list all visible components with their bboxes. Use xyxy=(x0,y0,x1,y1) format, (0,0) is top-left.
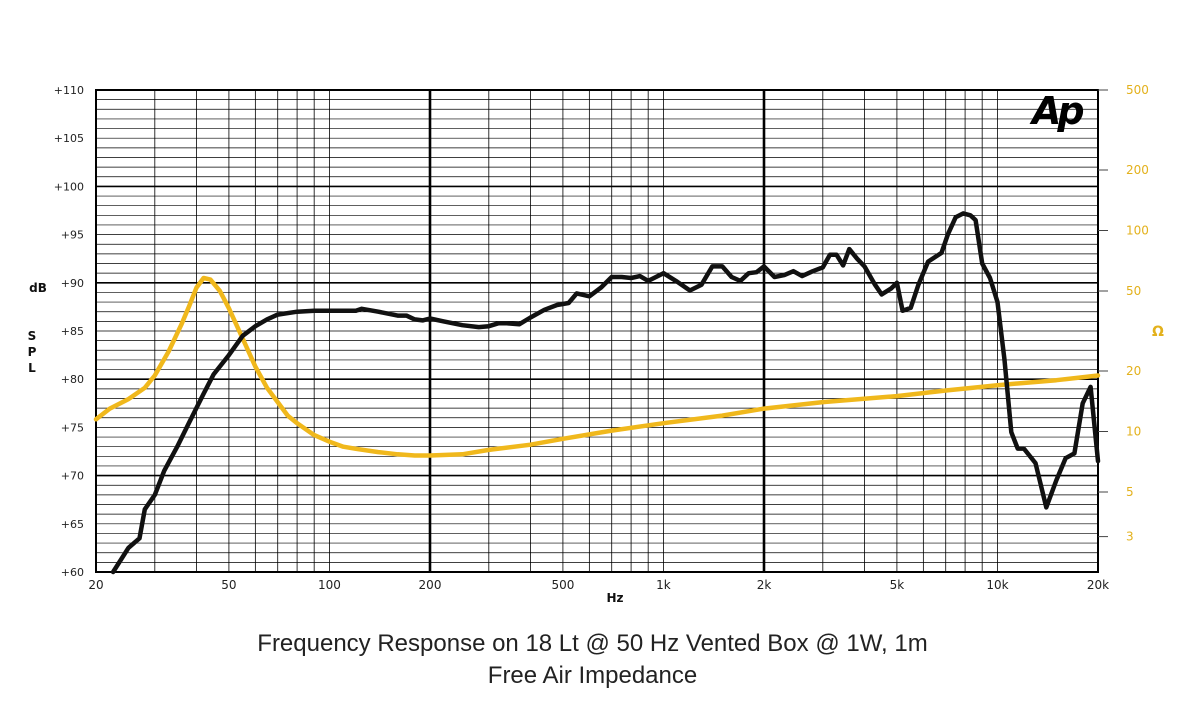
tick-label-right: 3 xyxy=(1126,530,1134,544)
tick-label-x: 2k xyxy=(757,578,772,592)
tick-label-left: +80 xyxy=(61,373,84,386)
tick-label-left: +85 xyxy=(61,325,84,338)
impedance-curve xyxy=(93,275,1101,458)
y-axis-label-left-letter: S xyxy=(28,329,37,343)
tick-label-right: 200 xyxy=(1126,163,1149,177)
x-axis-ticks: 20 50 100 200 500 1k 2k 5k 10k 20k xyxy=(88,578,1109,592)
tick-label-x: 100 xyxy=(318,578,341,592)
chart-grid-minor xyxy=(95,90,1099,572)
tick-label-left: +100 xyxy=(54,180,84,193)
ap-logo-text: Ap xyxy=(1029,89,1083,133)
tick-label-left: +70 xyxy=(61,470,84,483)
tick-label-x: 200 xyxy=(419,578,442,592)
y-axis-label-right: Ω xyxy=(1152,324,1164,340)
y-axis-label-left-letter: P xyxy=(28,345,37,359)
tick-label-left: +75 xyxy=(61,421,84,434)
ap-logo: Ap xyxy=(1029,89,1087,133)
tick-label-x: 1k xyxy=(656,578,671,592)
tick-label-right: 500 xyxy=(1126,83,1149,97)
tick-label-left: +110 xyxy=(54,84,84,97)
tick-label-left: +105 xyxy=(54,132,84,145)
spl-curve xyxy=(110,211,1101,575)
y-axis-label-left: dB xyxy=(29,281,47,295)
tick-label-right: 100 xyxy=(1126,223,1149,237)
tick-label-left: +60 xyxy=(61,566,84,579)
tick-label-x: 20k xyxy=(1087,578,1109,592)
chart-subtitle: Free Air Impedance xyxy=(487,662,698,689)
right-axis-ticks: 3 5 10 20 50 100 200 500 xyxy=(1098,83,1149,544)
chart-title: Frequency Response on 18 Lt @ 50 Hz Vent… xyxy=(257,630,928,657)
axis-labels: dB SPL Ω Hz xyxy=(28,281,1164,605)
tick-label-x: 50 xyxy=(221,578,236,592)
tick-label-right: 5 xyxy=(1126,485,1134,499)
tick-label-left: +90 xyxy=(61,277,84,290)
tick-label-left: +95 xyxy=(61,229,84,242)
tick-label-left: +65 xyxy=(61,518,84,531)
x-axis-label: Hz xyxy=(606,591,623,605)
tick-label-x: 500 xyxy=(551,578,574,592)
tick-label-x: 5k xyxy=(890,578,905,592)
plot-frame xyxy=(95,89,1099,573)
y-axis-label-left-letter: L xyxy=(28,361,36,375)
tick-label-x: 10k xyxy=(986,578,1008,592)
tick-label-right: 10 xyxy=(1126,425,1141,439)
tick-label-x: 20 xyxy=(88,578,103,592)
chart-series xyxy=(93,211,1101,575)
left-axis-ticks: +60 +65 +70 +75 +80 +85 +90 +95 +100 +105 +110 xyxy=(54,84,84,579)
tick-label-right: 20 xyxy=(1126,364,1141,378)
tick-label-right: 50 xyxy=(1126,284,1141,298)
